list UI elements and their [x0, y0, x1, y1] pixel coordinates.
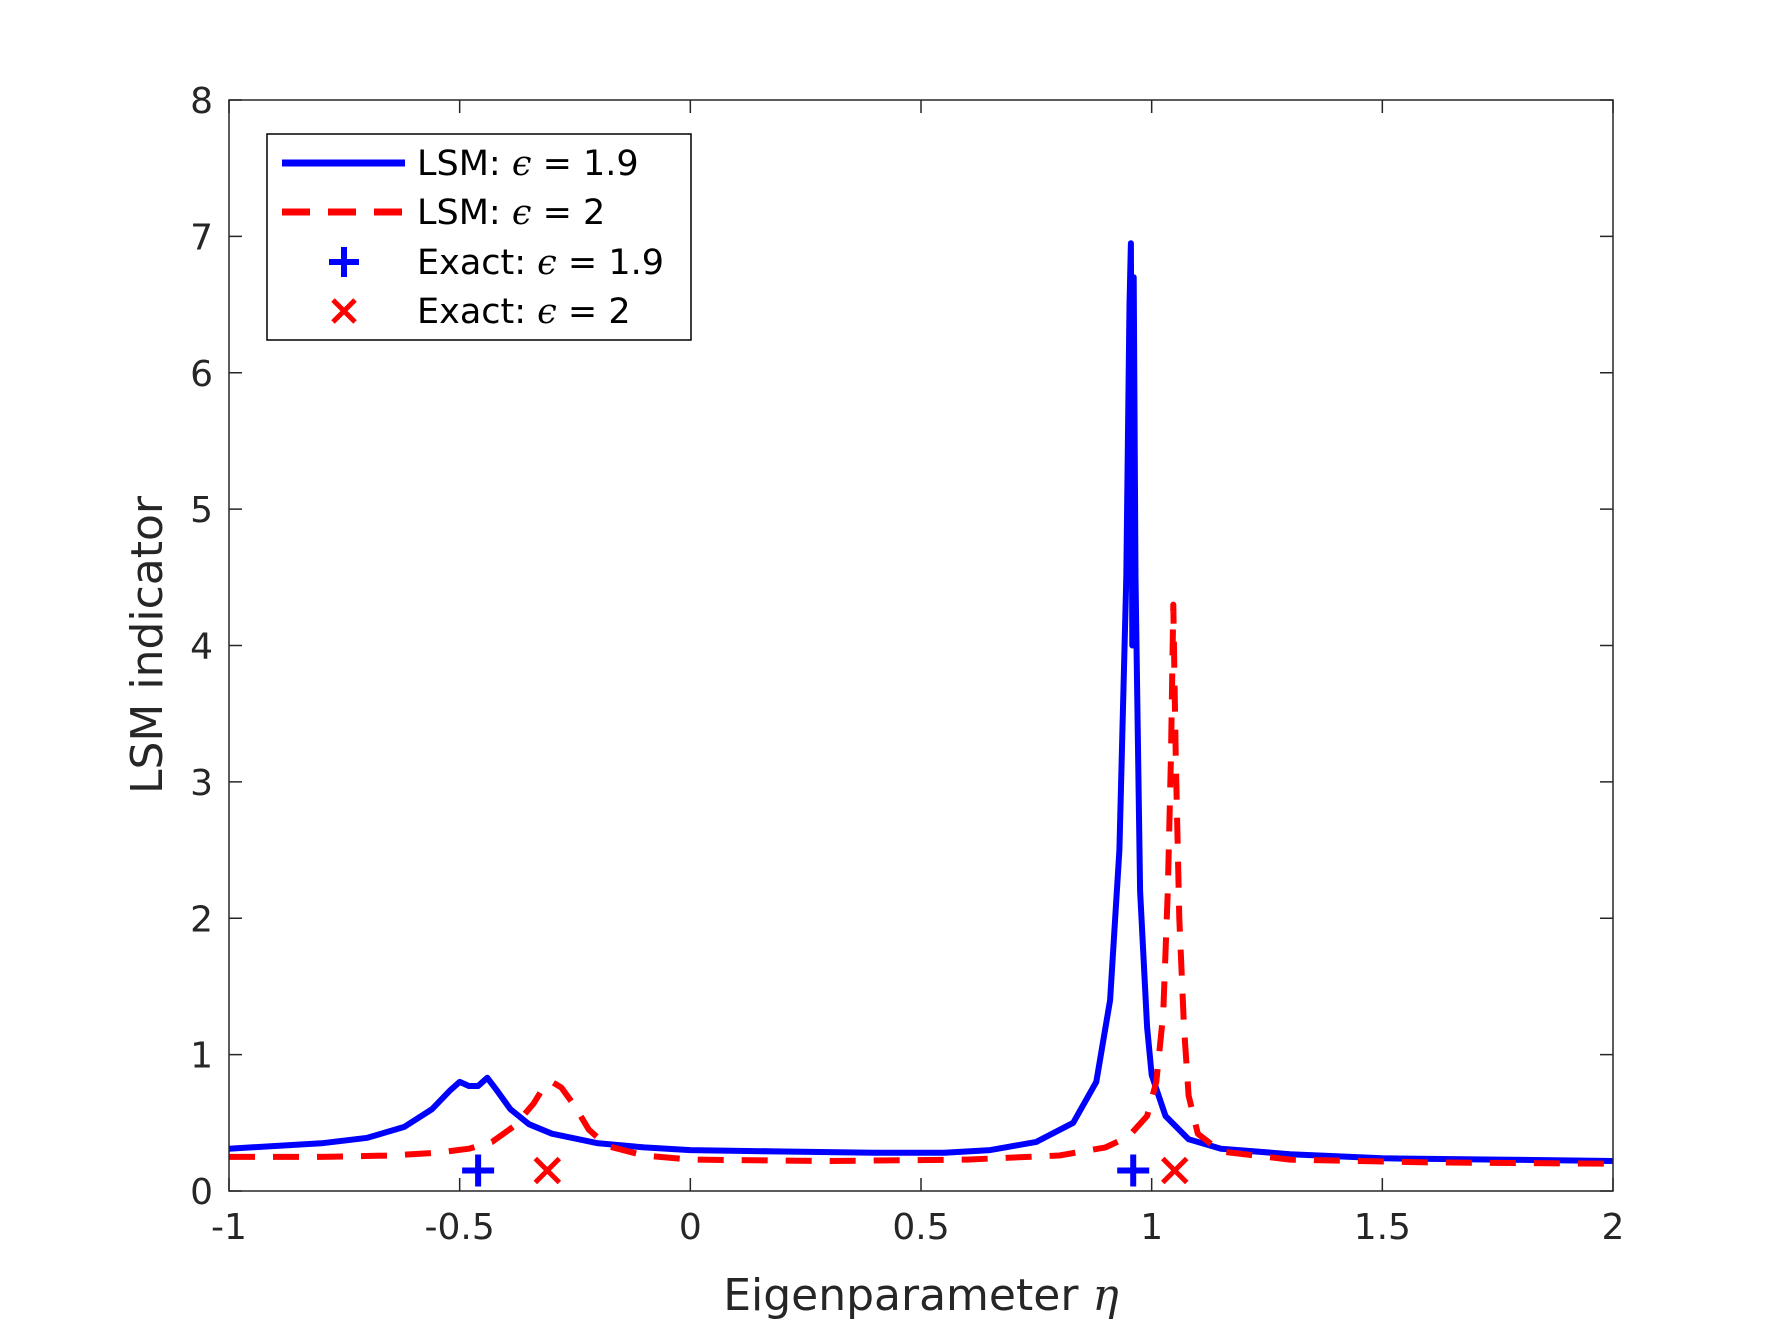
y-tick-label: 4 [190, 627, 213, 668]
legend-entry-exact-2: Exact: ϵ = 2 [331, 292, 631, 332]
axes-box [228, 99, 1614, 1192]
x-tick-label: 1 [1140, 1207, 1163, 1248]
exact-plus-marker [462, 1154, 495, 1187]
series-line-lsm-1-9 [228, 240, 1614, 1164]
legend-entry-exact-1-9: Exact: ϵ = 1.9 [329, 243, 664, 283]
legend-label: LSM: ϵ = 2 [417, 193, 605, 233]
legend-entry-lsm-1-9: LSM: ϵ = 1.9 [282, 144, 639, 184]
y-tick-label: 1 [190, 1036, 213, 1077]
ticks-layer: -1 -0.5 0 0.5 1 1.5 2 0 1 2 3 4 5 6 7 8 [190, 81, 1624, 1248]
x-axis-label: Eigenparameter η [723, 1270, 1119, 1321]
y-tick-label: 3 [190, 763, 213, 804]
series-layer [228, 240, 1614, 1187]
legend-plus-marker-icon [329, 247, 359, 277]
legend-label: Exact: ϵ = 2 [417, 292, 631, 332]
series-line-lsm-2 [229, 601, 1614, 1167]
legend-label: Exact: ϵ = 1.9 [417, 243, 664, 283]
legend-label: LSM: ϵ = 1.9 [417, 144, 639, 184]
exact-plus-marker [1117, 1154, 1150, 1187]
x-tick-label: 0 [679, 1207, 702, 1248]
x-tick-label: 2 [1602, 1207, 1625, 1248]
x-tick-label: -0.5 [425, 1207, 495, 1248]
x-tick-label: -1 [211, 1207, 247, 1248]
y-tick-label: 2 [190, 899, 213, 940]
y-tick-label: 0 [190, 1172, 213, 1213]
y-tick-label: 6 [190, 354, 213, 395]
x-tick-label: 1.5 [1354, 1207, 1411, 1248]
exact-x-marker [1160, 1156, 1189, 1185]
y-tick-label: 7 [190, 217, 213, 258]
y-axis-label: LSM indicator [122, 495, 173, 794]
y-tick-label: 8 [190, 81, 213, 122]
exact-x-marker [533, 1156, 562, 1185]
y-tick-label: 5 [190, 490, 213, 531]
x-tick-label: 0.5 [892, 1207, 949, 1248]
legend-entry-lsm-2: LSM: ϵ = 2 [282, 193, 605, 233]
legend: LSM: ϵ = 1.9 LSM: ϵ = 2 Exact: ϵ = 1.9 E… [266, 133, 692, 341]
legend-x-marker-icon [331, 298, 357, 324]
